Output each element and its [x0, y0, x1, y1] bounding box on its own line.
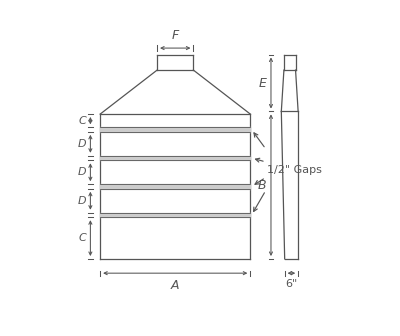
Text: 6": 6": [285, 279, 298, 289]
Text: A: A: [171, 279, 180, 292]
Text: D: D: [78, 139, 86, 149]
Text: E: E: [258, 77, 266, 89]
Text: D: D: [78, 167, 86, 177]
Text: B: B: [258, 179, 266, 192]
Text: 1/2" Gaps: 1/2" Gaps: [267, 165, 322, 175]
Text: C: C: [79, 233, 86, 243]
Text: C: C: [79, 116, 86, 126]
Text: F: F: [172, 29, 179, 42]
Text: D: D: [78, 196, 86, 206]
